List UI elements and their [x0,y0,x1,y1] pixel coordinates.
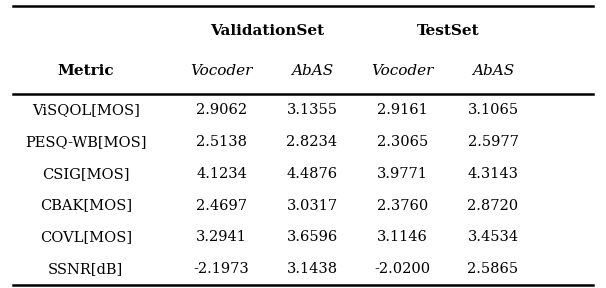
Text: 2.3760: 2.3760 [377,198,428,213]
Text: 2.8720: 2.8720 [467,198,519,213]
Text: CBAK[MOS]: CBAK[MOS] [40,198,132,213]
Text: 3.1146: 3.1146 [377,230,428,245]
Text: 3.9771: 3.9771 [377,167,428,181]
Text: Vocoder: Vocoder [190,64,253,78]
Text: 2.5138: 2.5138 [196,135,247,149]
Text: COVL[MOS]: COVL[MOS] [40,230,132,245]
Text: 2.9161: 2.9161 [377,103,428,117]
Text: PESQ-WB[MOS]: PESQ-WB[MOS] [25,135,147,149]
Text: 4.3143: 4.3143 [467,167,519,181]
Text: 4.4876: 4.4876 [287,167,338,181]
Text: 4.1234: 4.1234 [196,167,247,181]
Text: ViSQOL[MOS]: ViSQOL[MOS] [32,103,140,117]
Text: ValidationSet: ValidationSet [210,24,324,38]
Text: 3.1065: 3.1065 [467,103,519,117]
Text: 3.1438: 3.1438 [287,262,338,276]
Text: Metric: Metric [58,64,114,78]
Text: 3.2941: 3.2941 [196,230,247,245]
Text: AbAS: AbAS [291,64,333,78]
Text: AbAS: AbAS [472,64,514,78]
Text: Vocoder: Vocoder [371,64,434,78]
Text: 2.5865: 2.5865 [467,262,519,276]
Text: 3.6596: 3.6596 [287,230,338,245]
Text: 3.4534: 3.4534 [467,230,519,245]
Text: 2.9062: 2.9062 [196,103,247,117]
Text: 2.8234: 2.8234 [287,135,338,149]
Text: -2.1973: -2.1973 [194,262,250,276]
Text: 2.5977: 2.5977 [468,135,519,149]
Text: 3.1355: 3.1355 [287,103,338,117]
Text: 2.4697: 2.4697 [196,198,247,213]
Text: TestSet: TestSet [416,24,479,38]
Text: CSIG[MOS]: CSIG[MOS] [42,167,130,181]
Text: 2.3065: 2.3065 [377,135,428,149]
Text: -2.0200: -2.0200 [375,262,431,276]
Text: SSNR[dB]: SSNR[dB] [48,262,124,276]
Text: 3.0317: 3.0317 [287,198,338,213]
